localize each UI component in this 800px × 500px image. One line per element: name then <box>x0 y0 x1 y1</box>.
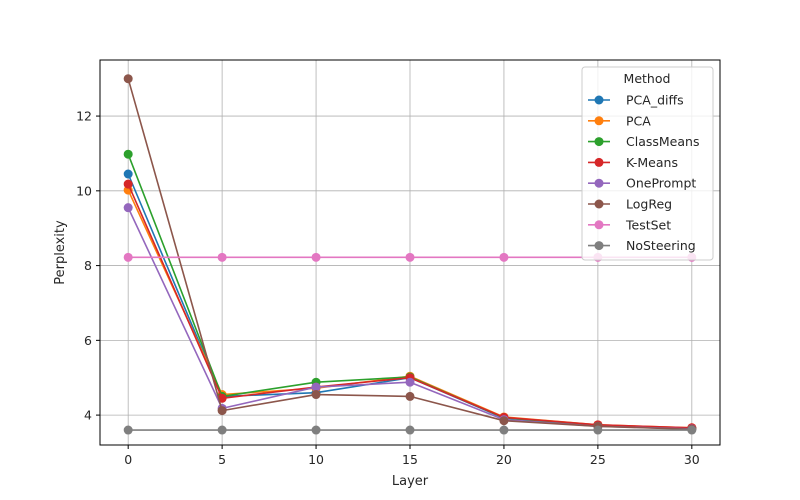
x-tick-label: 20 <box>496 452 512 467</box>
legend-item-oneprompt: OnePrompt <box>588 176 696 191</box>
x-tick-label: 10 <box>308 452 324 467</box>
legend-marker <box>594 157 604 167</box>
legend-marker <box>594 95 604 105</box>
legend-marker <box>594 199 604 209</box>
data-point-nosteering <box>217 425 227 435</box>
data-point-logreg <box>217 406 227 416</box>
legend-label: ClassMeans <box>626 134 699 149</box>
legend-label: NoSteering <box>626 238 696 253</box>
data-point-nosteering <box>123 425 133 435</box>
data-point-oneprompt <box>123 203 133 213</box>
data-point-nosteering <box>593 425 603 435</box>
data-point-k-means <box>123 179 133 189</box>
legend-label: OnePrompt <box>626 176 696 191</box>
x-tick-label: 30 <box>684 452 700 467</box>
legend-box <box>581 66 714 261</box>
legend-item-nosteering: NoSteering <box>588 238 696 253</box>
y-tick-label: 8 <box>84 258 92 273</box>
legend-item-k-means: K-Means <box>588 155 678 170</box>
data-point-nosteering <box>499 425 509 435</box>
legend-marker <box>594 220 604 230</box>
data-point-testset <box>499 252 509 262</box>
y-axis-label: Perplexity <box>53 220 68 285</box>
x-axis-label: Layer <box>392 474 429 489</box>
data-point-logreg <box>405 391 415 401</box>
data-point-oneprompt <box>311 382 321 392</box>
data-point-classmeans <box>123 149 133 159</box>
data-point-testset <box>217 252 227 262</box>
y-tick-label: 4 <box>84 408 92 423</box>
legend-label: TestSet <box>625 217 671 232</box>
y-tick-label: 12 <box>76 109 92 124</box>
legend: Method PCA_diffs PCA ClassMeans K-Means OneP… <box>581 66 714 261</box>
data-point-nosteering <box>687 425 697 435</box>
legend-item-logreg: LogReg <box>588 197 672 212</box>
data-point-nosteering <box>311 425 321 435</box>
legend-item-testset: TestSet <box>588 217 671 232</box>
axis-ticks: 0 5 10 15 20 25 30 4 6 8 10 12 <box>76 109 700 467</box>
legend-label: PCA <box>626 113 651 128</box>
data-point-nosteering <box>405 425 415 435</box>
legend-item-pca: PCA <box>588 113 651 128</box>
x-tick-label: 25 <box>590 452 606 467</box>
legend-marker <box>594 137 604 147</box>
legend-title: Method <box>624 71 671 86</box>
legend-marker <box>594 116 604 126</box>
legend-marker <box>594 178 604 188</box>
data-point-testset <box>123 252 133 262</box>
legend-label: LogReg <box>626 197 672 212</box>
x-tick-label: 0 <box>124 452 132 467</box>
data-point-testset <box>311 252 321 262</box>
series-nosteering <box>123 425 697 435</box>
data-point-logreg <box>499 416 509 426</box>
data-point-testset <box>405 252 415 262</box>
legend-items: PCA_diffs PCA ClassMeans K-Means OnePrompt Lo… <box>588 93 699 253</box>
data-point-oneprompt <box>405 377 415 387</box>
y-tick-label: 10 <box>76 183 92 198</box>
data-point-logreg <box>123 74 133 84</box>
x-tick-label: 5 <box>218 452 226 467</box>
y-tick-label: 6 <box>84 333 92 348</box>
legend-item-classmeans: ClassMeans <box>588 134 699 149</box>
legend-marker <box>594 241 604 251</box>
x-tick-label: 15 <box>402 452 418 467</box>
legend-label: PCA_diffs <box>626 93 684 108</box>
data-point-logreg <box>311 390 321 400</box>
data-point-pca-diffs <box>123 169 133 179</box>
legend-label: K-Means <box>626 155 678 170</box>
legend-item-pca-diffs: PCA_diffs <box>588 93 684 108</box>
